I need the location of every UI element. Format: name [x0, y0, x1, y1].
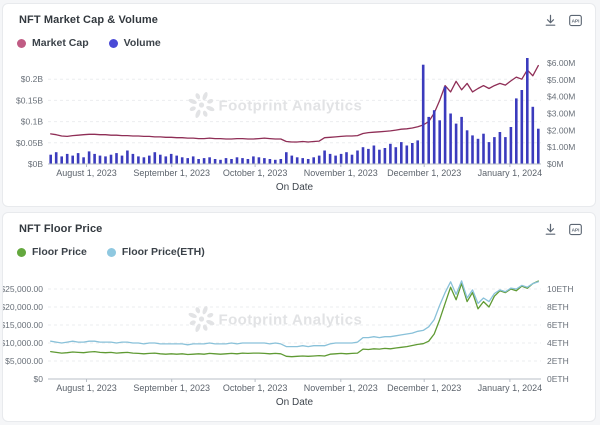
legend-label: Market Cap [32, 37, 89, 49]
x-axis-tick: August 1, 2023 [56, 383, 117, 393]
svg-text:API: API [571, 227, 579, 232]
y-axis-tick: $6.00M [547, 58, 575, 68]
card-actions: API [542, 221, 583, 237]
x-axis [48, 378, 541, 382]
gridlines [48, 78, 541, 144]
y-axis-tick: 10ETH [547, 284, 573, 294]
watermark: Footprint Analytics [188, 306, 363, 332]
footprint-logo-icon [188, 92, 215, 118]
x-axis-labels: August 1, 2023 September 1, 2023 October 1… [56, 383, 542, 393]
legend-item-floor-price-eth[interactable]: Floor Price(ETH) [106, 246, 205, 258]
legend-dot-floor-price-eth [106, 247, 116, 257]
y-axis-tick: $1.00M [547, 142, 575, 152]
watermark-text: Footprint Analytics [219, 312, 363, 329]
legend-label: Floor Price(ETH) [121, 246, 205, 258]
legend-label: Floor Price [32, 246, 87, 258]
x-axis-tick: December 1, 2023 [387, 383, 461, 393]
watermark: Footprint Analytics [188, 92, 363, 118]
api-button[interactable]: API [567, 221, 583, 237]
x-axis-tick: October 1, 2023 [223, 383, 288, 393]
y-axis-left-labels: $0 $5,000.00 $10,000.00 $15,000.00 $20,000.0… [3, 284, 43, 384]
floor-price-eth-line [50, 280, 539, 348]
legend: Floor Price Floor Price(ETH) [17, 246, 205, 258]
legend-item-floor-price[interactable]: Floor Price [17, 246, 87, 258]
api-icon: API [568, 14, 582, 26]
legend-item-volume[interactable]: Volume [108, 37, 161, 49]
y-axis-tick: $10,000.00 [3, 338, 43, 348]
download-icon [545, 14, 555, 26]
market-cap-volume-chart[interactable]: Footprint Analytics$0B$0.05B$0.1B$0.15B$… [3, 4, 595, 206]
x-axis-tick: November 1, 2023 [304, 383, 378, 393]
y-axis-left-labels: $0B $0.05B $0.1B $0.15B $0.2B [16, 74, 43, 169]
legend: Market Cap Volume [17, 37, 161, 49]
x-axis-labels: August 1, 2023 September 1, 2023 October 1… [56, 168, 542, 178]
floor-price-line [50, 280, 539, 358]
legend-label: Volume [123, 37, 161, 49]
x-axis [48, 163, 541, 167]
y-axis-tick: $5,000.00 [5, 356, 43, 366]
api-button[interactable]: API [567, 12, 583, 28]
x-axis-title: On Date [276, 182, 314, 193]
y-axis-right-labels: 0ETH 2ETH 4ETH 6ETH 8ETH 10ETH [547, 284, 573, 384]
y-axis-tick: 8ETH [547, 302, 569, 312]
x-axis-tick: September 1, 2023 [133, 168, 210, 178]
market-cap-volume-card: NFT Market Cap & Volume API Market Cap [2, 3, 596, 207]
chart-title: NFT Floor Price [19, 223, 103, 235]
y-axis-tick: $5.00M [547, 75, 575, 85]
volume-bars [49, 58, 540, 164]
y-axis-tick: $0B [28, 159, 43, 169]
y-axis-tick: $4.00M [547, 92, 575, 102]
y-axis-tick: $2.00M [547, 125, 575, 135]
download-icon [545, 223, 555, 235]
x-axis-title: On Date [276, 397, 314, 408]
y-axis-tick: 0ETH [547, 374, 569, 384]
card-actions: API [542, 12, 583, 28]
y-axis-tick: $15,000.00 [3, 320, 43, 330]
legend-dot-volume [108, 38, 118, 48]
y-axis-tick: $20,000.00 [3, 302, 43, 312]
y-axis-tick: $0 [34, 374, 44, 384]
legend-dot-floor-price [17, 247, 26, 257]
y-axis-tick: $3.00M [547, 109, 575, 119]
y-axis-tick: $0.1B [21, 117, 44, 127]
download-button[interactable] [542, 221, 558, 237]
y-axis-tick: 4ETH [547, 338, 569, 348]
y-axis-tick: 2ETH [547, 356, 569, 366]
download-button[interactable] [542, 12, 558, 28]
y-axis-tick: $0.2B [21, 74, 44, 84]
watermark-text: Footprint Analytics [219, 98, 363, 115]
x-axis-tick: January 1, 2024 [478, 168, 543, 178]
y-axis-right-labels: $0M $1.00M $2.00M $3.00M $4.00M $5.00M $6.00M [547, 58, 575, 169]
y-axis-tick: $0.15B [16, 95, 43, 105]
x-axis-tick: January 1, 2024 [478, 383, 543, 393]
legend-dot-market-cap [17, 38, 26, 48]
y-axis-tick: $0.05B [16, 138, 43, 148]
api-icon: API [568, 223, 582, 235]
svg-text:API: API [571, 18, 579, 23]
x-axis-tick: September 1, 2023 [133, 383, 210, 393]
y-axis-tick: 6ETH [547, 320, 569, 330]
chart-title: NFT Market Cap & Volume [19, 14, 159, 26]
legend-item-market-cap[interactable]: Market Cap [17, 37, 89, 49]
x-axis-tick: November 1, 2023 [304, 168, 378, 178]
x-axis-tick: October 1, 2023 [223, 168, 288, 178]
floor-price-chart[interactable]: Footprint Analytics $0 $5,000.00 $10,000.00… [3, 213, 595, 421]
floor-price-card: NFT Floor Price API Floor Price Fl [2, 212, 596, 422]
x-axis-tick: December 1, 2023 [387, 168, 461, 178]
footprint-logo-icon [188, 306, 215, 332]
y-axis-tick: $0M [547, 159, 564, 169]
market-cap-line [50, 64, 539, 143]
x-axis-tick: August 1, 2023 [56, 168, 117, 178]
y-axis-tick: $25,000.00 [3, 284, 43, 294]
